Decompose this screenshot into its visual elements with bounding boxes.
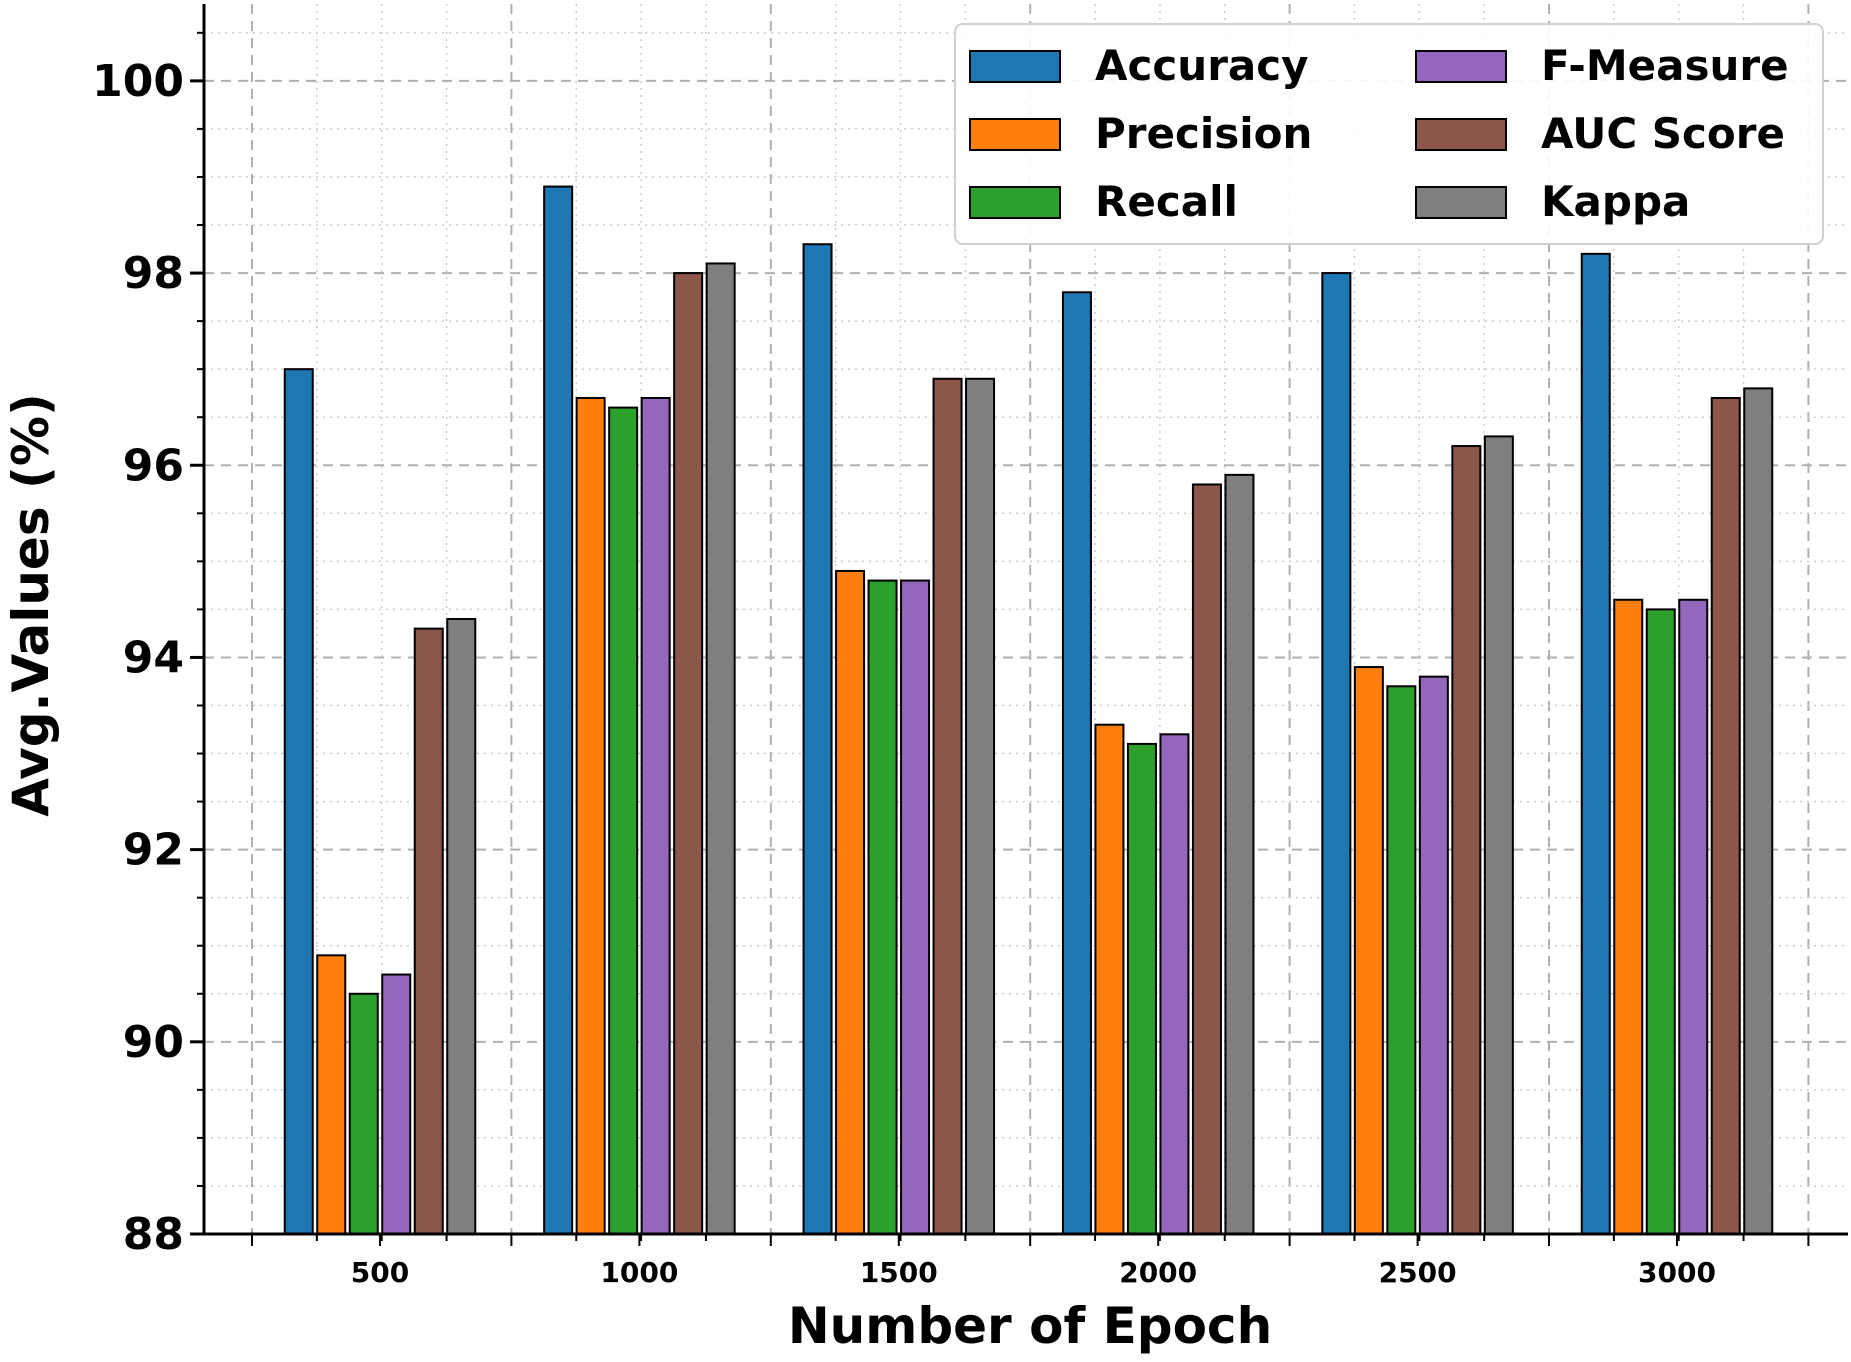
bar-auc-score-1500 [932, 377, 963, 1235]
bar-accuracy-1000 [543, 185, 574, 1235]
bar-recall-500 [348, 992, 379, 1235]
bar-kappa-3000 [1743, 387, 1774, 1235]
bar-f-measure-2000 [1159, 733, 1190, 1235]
y-tick-label: 88 [123, 1209, 184, 1260]
bar-f-measure-1000 [640, 396, 671, 1235]
legend-swatch-accuracy [969, 50, 1061, 83]
legend-label: Recall [1095, 177, 1238, 226]
legend-label: Kappa [1541, 177, 1690, 226]
bar-auc-score-2000 [1191, 483, 1222, 1235]
bar-auc-score-1000 [673, 272, 704, 1235]
legend-box [954, 23, 1824, 245]
bar-recall-1500 [867, 579, 898, 1235]
bar-kappa-1500 [965, 377, 996, 1235]
bar-recall-3000 [1645, 608, 1676, 1235]
x-tick-label: 500 [351, 1256, 409, 1289]
bar-precision-3000 [1613, 598, 1644, 1235]
legend-label: Accuracy [1095, 41, 1309, 90]
legend-swatch-f-measure [1415, 50, 1507, 83]
legend-swatch-precision [969, 118, 1061, 151]
y-axis-title: Avg.Values (%) [2, 393, 60, 817]
bar-precision-1000 [575, 396, 606, 1235]
legend-swatch-recall [969, 186, 1061, 219]
x-axis-title: Number of Epoch [788, 1297, 1272, 1355]
legend: Accuracy Precision Recall F-Measure AUC Scor… [954, 23, 1824, 245]
bar-precision-1500 [835, 569, 866, 1235]
x-tick-label: 3000 [1638, 1256, 1716, 1289]
bar-f-measure-2500 [1418, 675, 1449, 1235]
bar-recall-2500 [1386, 685, 1417, 1235]
x-tick-label: 2500 [1379, 1256, 1457, 1289]
bar-precision-500 [316, 954, 347, 1235]
y-tick-label: 98 [123, 248, 184, 299]
y-tick-label: 92 [123, 825, 184, 876]
bar-accuracy-1500 [802, 243, 833, 1235]
bar-accuracy-2000 [1061, 291, 1092, 1235]
bar-kappa-2000 [1224, 473, 1255, 1235]
x-tick-label: 2000 [1119, 1256, 1197, 1289]
legend-swatch-auc-score [1415, 118, 1507, 151]
bar-accuracy-500 [283, 368, 314, 1235]
x-tick-label: 1000 [600, 1256, 678, 1289]
bar-kappa-2500 [1483, 435, 1514, 1235]
bar-accuracy-2500 [1321, 272, 1352, 1235]
bar-precision-2500 [1353, 666, 1384, 1235]
y-tick-label: 100 [92, 56, 184, 107]
y-tick-label: 96 [123, 440, 184, 491]
bar-recall-1000 [608, 406, 639, 1235]
bar-auc-score-2500 [1451, 445, 1482, 1235]
axes: 88 90 92 94 96 98 100 500 1000 1500 2000 2500 3000 [92, 4, 1848, 1289]
bar-f-measure-500 [381, 973, 412, 1235]
bar-kappa-500 [446, 618, 477, 1235]
legend-swatch-kappa [1415, 186, 1507, 219]
y-tick-label: 94 [123, 632, 184, 683]
bar-kappa-1000 [705, 262, 736, 1235]
bar-accuracy-3000 [1580, 252, 1611, 1235]
bar-precision-2000 [1094, 723, 1125, 1235]
bar-auc-score-500 [413, 627, 444, 1235]
x-tick-label: 1500 [860, 1256, 938, 1289]
bar-f-measure-1500 [900, 579, 931, 1235]
legend-label: Precision [1095, 109, 1312, 158]
legend-label: AUC Score [1541, 109, 1785, 158]
bar-recall-2000 [1126, 742, 1157, 1235]
y-tick-label: 90 [123, 1017, 184, 1068]
bar-auc-score-3000 [1710, 396, 1741, 1235]
bar-f-measure-3000 [1678, 598, 1709, 1235]
legend-label: F-Measure [1541, 41, 1789, 90]
